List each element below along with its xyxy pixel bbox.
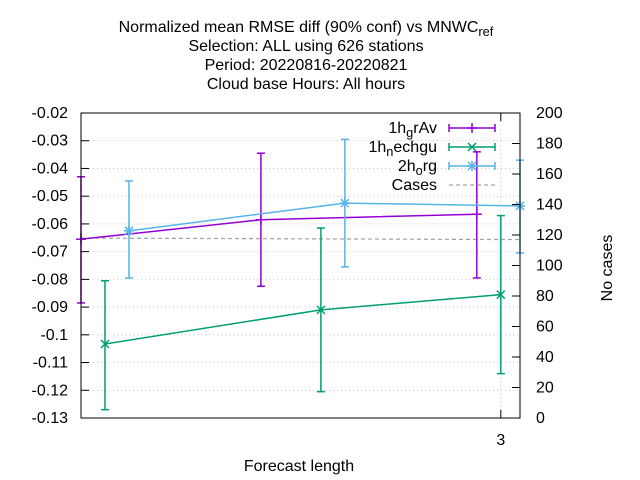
y2-tick-label: 180 (536, 136, 563, 153)
data-point-marker (124, 226, 134, 236)
legend-entry-label: 1hgrAv (388, 120, 437, 140)
y-tick-label: -0.1 (40, 327, 68, 344)
grid (81, 112, 520, 419)
y2-tick-label: 40 (536, 349, 554, 366)
y-tick-label: -0.04 (32, 160, 69, 177)
title-line: Cloud base Hours: All hours (207, 76, 405, 93)
y-tick-label: -0.07 (32, 244, 69, 261)
y2-tick-label: 60 (536, 319, 554, 336)
y-tick-label: -0.03 (32, 133, 69, 150)
series (100, 214, 506, 411)
series-layer (76, 138, 525, 411)
y-tick-label: -0.12 (32, 382, 69, 399)
y2-tick-label: 100 (536, 258, 563, 275)
y-tick-label: -0.08 (32, 271, 69, 288)
x-axis-label: Forecast length (244, 458, 354, 475)
cases-line-path (80, 237, 521, 241)
y2-tick-label: 200 (536, 105, 563, 122)
y2-tick-label: 160 (536, 166, 563, 183)
y-tick-label: -0.09 (32, 299, 69, 316)
series-line (80, 213, 477, 240)
title-line: Period: 20220816-20220821 (205, 57, 408, 74)
y2-tick-label: 120 (536, 227, 563, 244)
chart-title: Normalized mean RMSE diff (90% conf) vs … (119, 19, 494, 93)
y-tick-label: -0.11 (33, 355, 68, 372)
data-point-marker (467, 142, 477, 152)
y-tick-label: -0.02 (32, 105, 69, 122)
y2-tick-label: 140 (536, 197, 563, 214)
title-line: Normalized mean RMSE diff (90% conf) vs … (119, 19, 494, 39)
x-axis: 3 (496, 113, 505, 449)
data-point-marker (496, 290, 506, 300)
y-tick-label: -0.05 (32, 188, 69, 205)
x-tick-label: 3 (496, 432, 505, 449)
data-point-marker (316, 305, 326, 315)
data-point-marker (100, 339, 110, 349)
plot-frame (80, 112, 521, 419)
y-axis-right: 0 20 40 60 80 100 120 140 160 180 200 (512, 105, 563, 427)
y2-axis-label: No cases (599, 235, 616, 302)
data-point-marker (340, 198, 350, 208)
title-line: Selection: ALL using 626 stations (188, 38, 423, 55)
y2-tick-label: 80 (536, 288, 554, 305)
y2-tick-label: 20 (536, 380, 554, 397)
series (123, 138, 525, 279)
y2-tick-label: 0 (536, 410, 545, 427)
series-line (104, 293, 501, 345)
y-tick-label: -0.06 (32, 216, 69, 233)
data-point-marker (467, 161, 477, 171)
series-line (128, 202, 521, 232)
legend-entry-label: 1hnechgu (368, 139, 437, 159)
cases-line (80, 237, 521, 241)
y-axis-left: -0.13 -0.12 -0.11 -0.1 -0.09 -0.08 -0.07 -0.06 -… (32, 105, 89, 427)
legend-entry-label: 2horg (398, 158, 437, 178)
legend-entry-label: Cases (392, 177, 437, 194)
y-tick-label: -0.13 (32, 410, 69, 427)
